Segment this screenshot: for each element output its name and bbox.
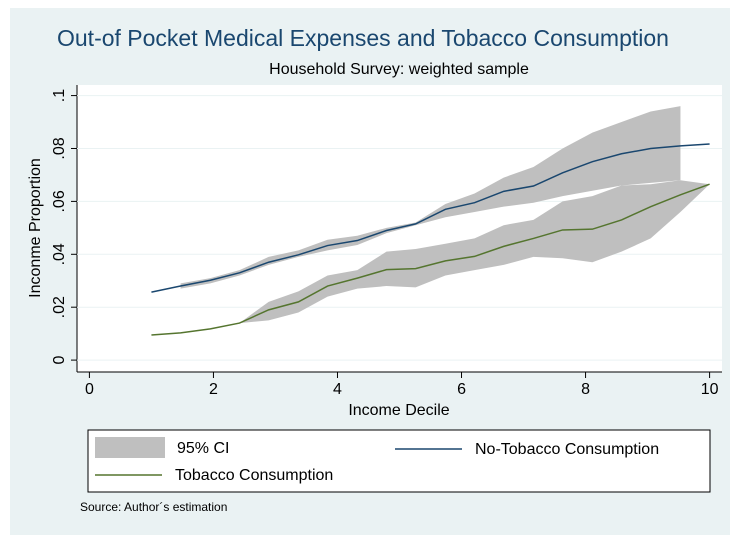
legend-label: No-Tobacco Consumption	[475, 441, 659, 458]
x-tick-label: 0	[85, 381, 94, 398]
ci-band	[239, 180, 710, 324]
x-tick-label: 4	[333, 381, 342, 398]
y-tick-label: .1	[51, 89, 68, 102]
y-tick-label: 0	[51, 356, 68, 365]
legend-label: 95% CI	[177, 440, 229, 457]
legend-swatch	[95, 437, 165, 458]
chart-subtitle: Household Survey: weighted sample	[269, 61, 529, 78]
x-tick-label: 6	[457, 381, 466, 398]
legend-label: Tobacco Consumption	[175, 467, 333, 484]
ci-band	[180, 106, 681, 289]
y-tick-label: .06	[51, 190, 68, 212]
y-tick-label: .08	[51, 137, 68, 159]
chart-title: Out-of Pocket Medical Expenses and Tobac…	[57, 25, 669, 51]
y-tick-label: .02	[51, 296, 68, 318]
legend-box	[87, 429, 711, 493]
x-axis-label: Income Decile	[348, 402, 449, 419]
series-line	[151, 183, 710, 336]
series-line	[151, 143, 710, 293]
y-axis-label: Inconme Proportion	[27, 158, 44, 298]
x-tick-label: 10	[701, 381, 719, 398]
x-tick-label: 2	[209, 381, 218, 398]
x-tick-label: 8	[581, 381, 590, 398]
source-note: Source: Author´s estimation	[80, 500, 227, 514]
y-tick-label: .04	[51, 243, 68, 265]
